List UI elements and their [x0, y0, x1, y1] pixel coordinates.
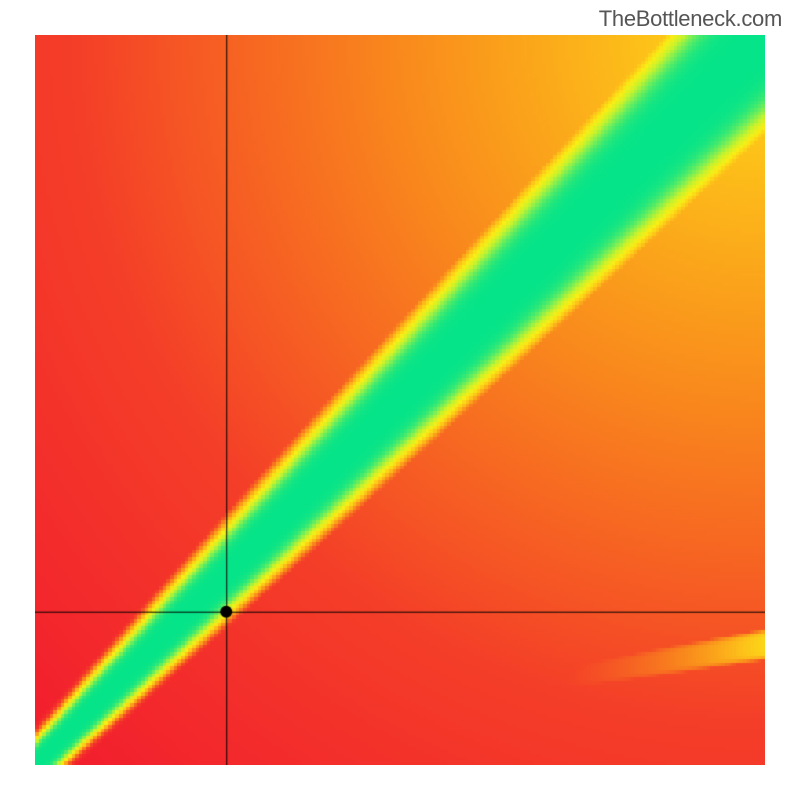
- watermark-text: TheBottleneck.com: [599, 6, 782, 32]
- bottleneck-heatmap: [35, 35, 765, 765]
